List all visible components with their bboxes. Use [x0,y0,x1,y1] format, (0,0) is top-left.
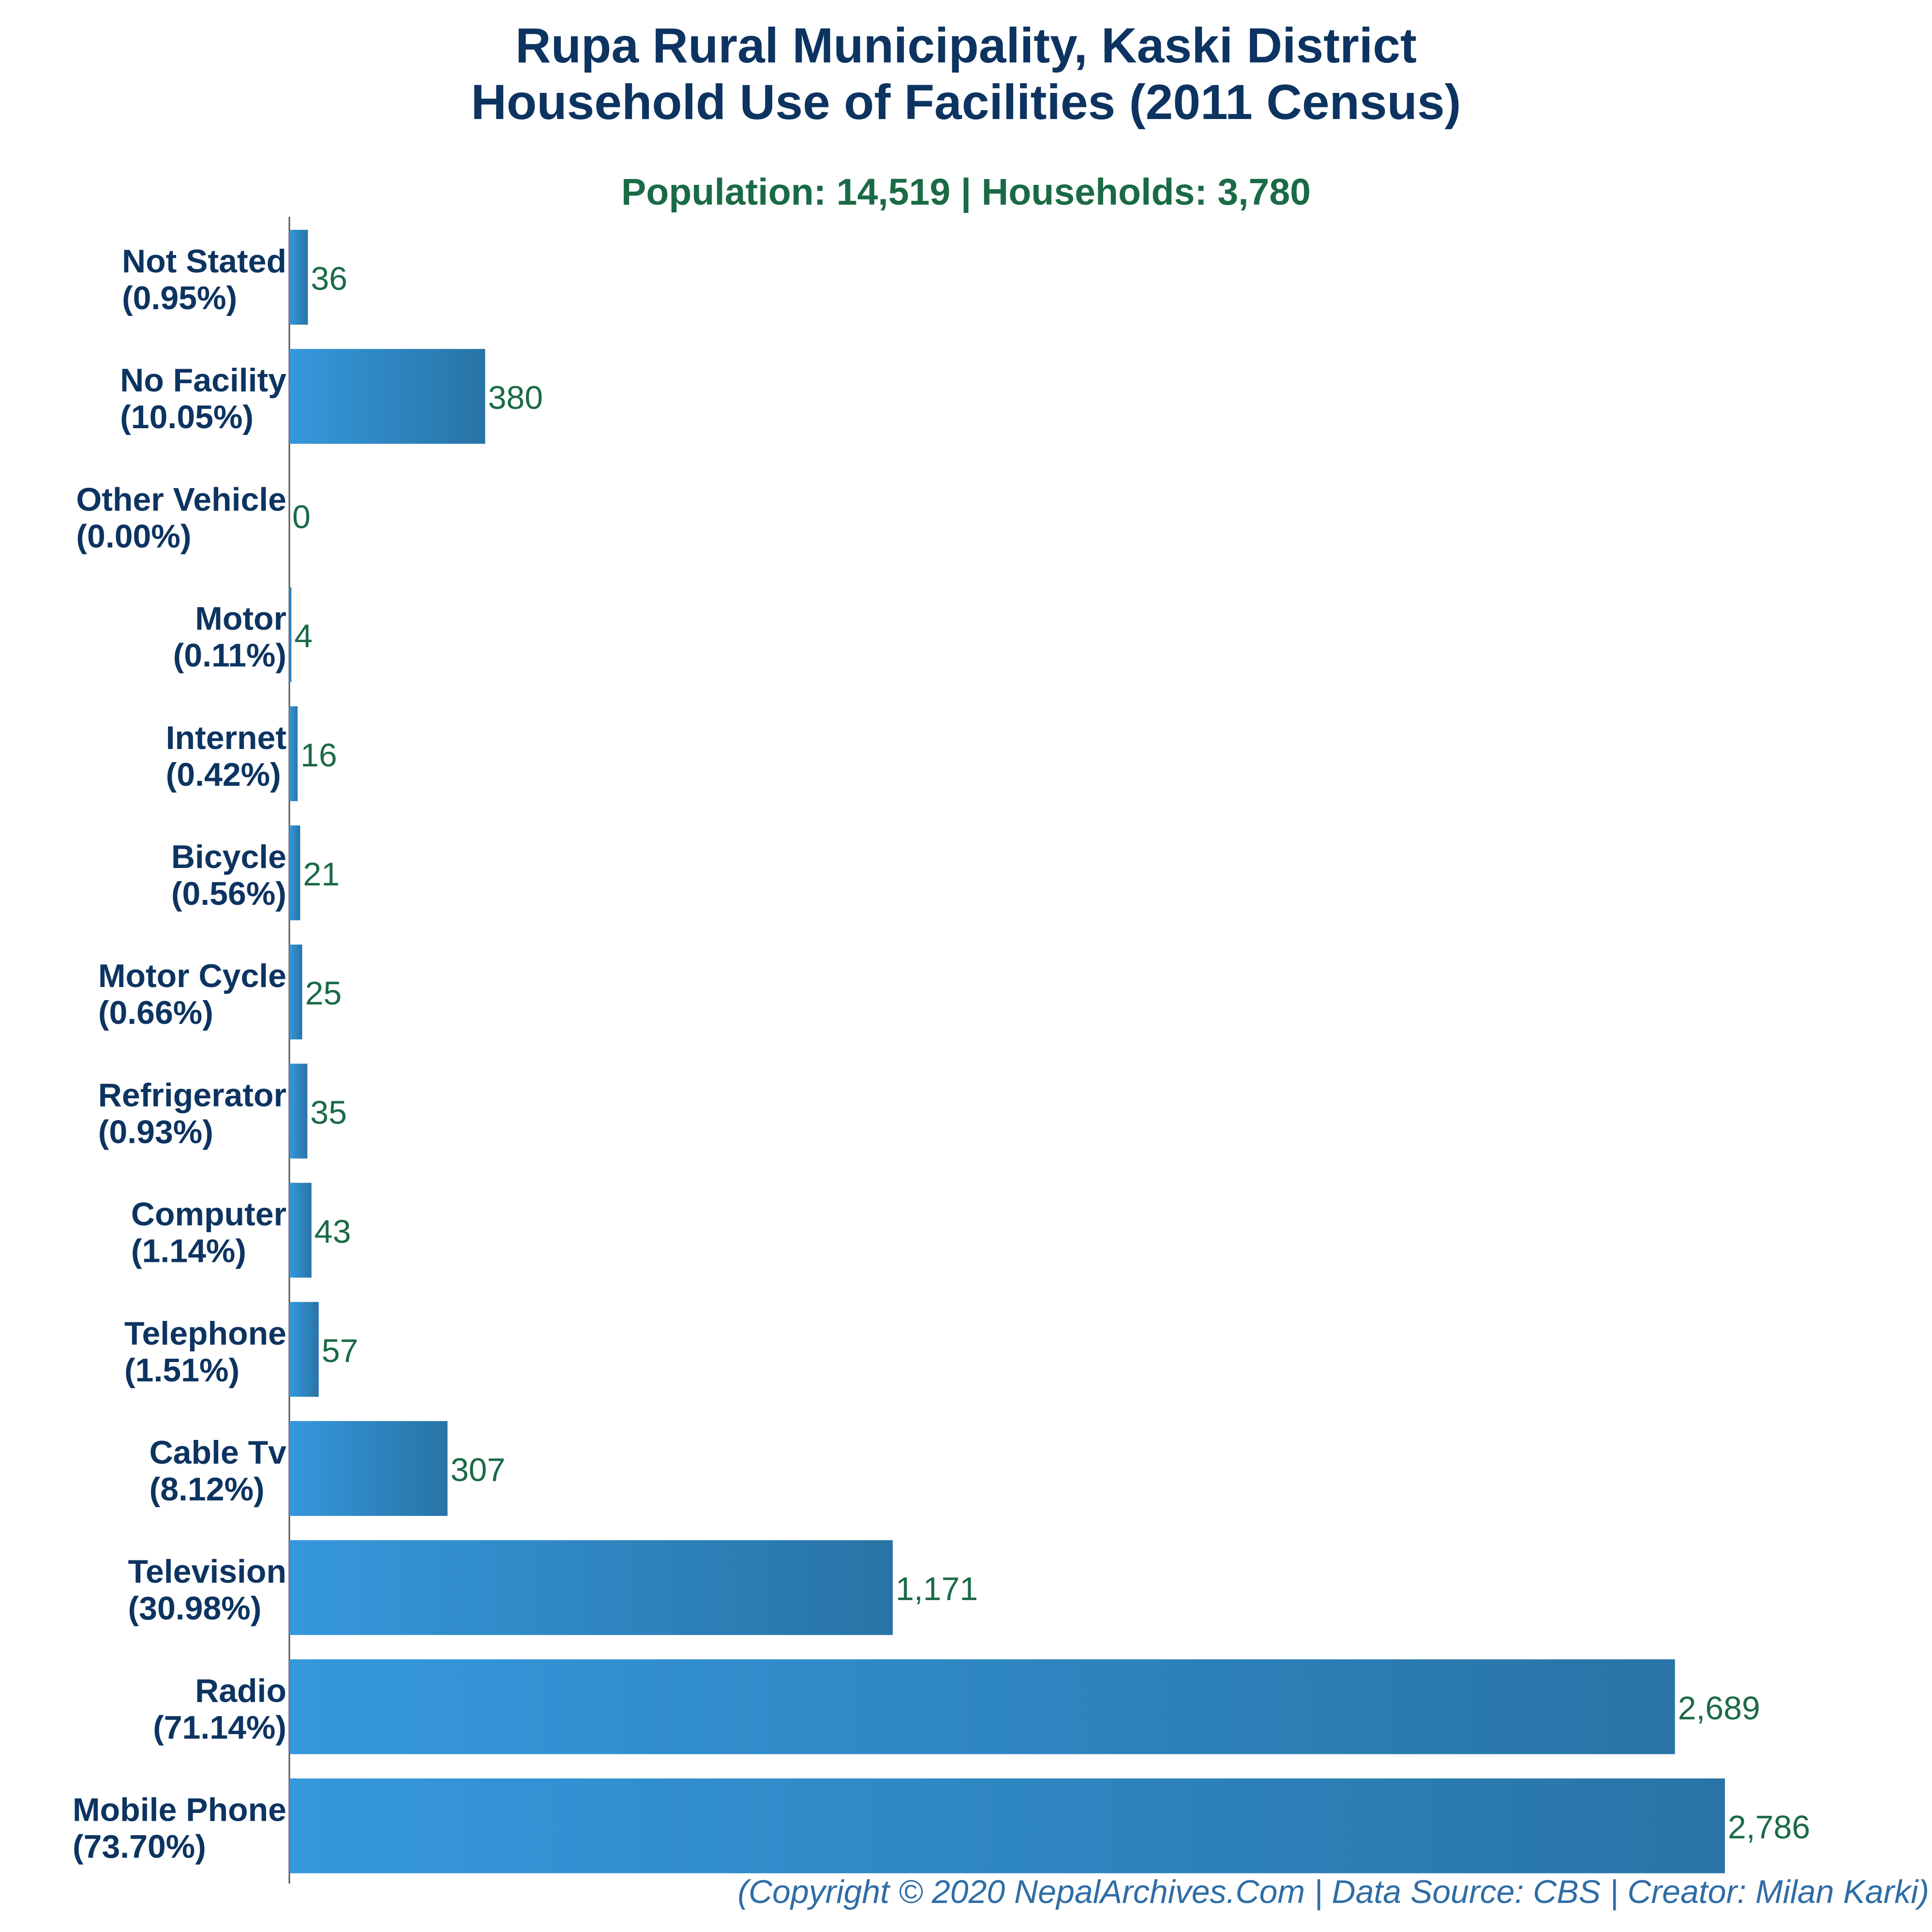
bar-refrigerator [289,1063,308,1159]
bars-layer: 36 Not Stated(0.95%) 380 No Facility(10.05%… [73,230,1810,1873]
category-label-no-facility: No Facility [120,362,286,399]
bar-group-television: 1,171 Television(30.98%) [128,1540,978,1635]
bar-motor [289,587,292,682]
category-label-radio: Radio [195,1672,286,1709]
category-label-cable-tv: Cable Tv [150,1434,287,1471]
bar-mobile-phone [289,1778,1725,1873]
category-label-bicycle: Bicycle [171,839,286,875]
value-label-internet: 16 [300,737,337,774]
bar-group-no-facility: 380 No Facility(10.05%) [120,349,543,444]
value-label-radio: 2,689 [1678,1690,1760,1726]
category-label-motor-cycle: Motor Cycle [98,958,286,994]
bar-group-bicycle: 21 Bicycle(0.56%) [171,825,340,920]
category-label-telephone: Telephone [124,1315,286,1352]
bar-group-motor-cycle: 25 Motor Cycle(0.66%) [98,944,342,1040]
value-label-television: 1,171 [896,1571,978,1607]
bar-not-stated [289,230,308,325]
value-label-telephone: 57 [322,1333,359,1369]
value-label-refrigerator: 35 [310,1094,347,1131]
bar-group-telephone: 57 Telephone(1.51%) [124,1302,358,1397]
percent-label-telephone: (1.51%) [124,1352,240,1389]
value-label-motor: 4 [294,618,313,655]
category-label-computer: Computer [131,1196,286,1233]
bar-cable-tv [289,1421,448,1516]
bar-computer [289,1183,312,1278]
value-label-other-vehicle: 0 [292,498,311,535]
value-label-no-facility: 380 [488,379,543,416]
category-label-motor: Motor [195,600,286,637]
category-label-internet: Internet [166,719,286,756]
bar-group-not-stated: 36 Not Stated(0.95%) [122,230,347,325]
bar-group-radio: 2,689 Radio(71.14%) [153,1659,1760,1754]
percent-label-motor: (0.11%) [173,637,286,674]
bar-group-mobile-phone: 2,786 Mobile Phone(73.70%) [73,1778,1810,1873]
percent-label-television: (30.98%) [128,1590,261,1627]
chart-title: Rupa Rural Municipality, Kaski District [515,18,1417,73]
category-label-refrigerator: Refrigerator [98,1077,286,1113]
bar-telephone [289,1302,319,1397]
category-label-not-stated: Not Stated [122,243,286,280]
percent-label-motor-cycle: (0.66%) [98,994,213,1031]
value-label-mobile-phone: 2,786 [1728,1809,1810,1846]
value-label-cable-tv: 307 [450,1452,505,1488]
chart-title-line-2: Household Use of Facilities (2011 Census… [471,75,1461,130]
percent-label-internet: (0.42%) [166,756,281,793]
category-label-television: Television [128,1553,286,1590]
category-label-other-vehicle: Other Vehicle [76,481,286,518]
value-label-motor-cycle: 25 [305,975,342,1012]
bar-bicycle [289,825,300,920]
percent-label-no-facility: (10.05%) [120,399,254,435]
bar-group-cable-tv: 307 Cable Tv(8.12%) [150,1421,505,1516]
chart-subtitle: Population: 14,519 | Households: 3,780 [621,171,1311,213]
bar-no-facility [289,349,485,444]
percent-label-radio: (71.14%) [153,1709,286,1746]
category-label-mobile-phone: Mobile Phone [73,1792,286,1828]
percent-label-other-vehicle: (0.00%) [76,518,191,554]
percent-label-refrigerator: (0.93%) [98,1113,213,1150]
percent-label-mobile-phone: (73.70%) [73,1828,206,1865]
percent-label-not-stated: (0.95%) [122,280,237,316]
percent-label-cable-tv: (8.12%) [150,1471,265,1508]
bar-television [289,1540,893,1635]
bar-radio [289,1659,1675,1754]
bar-group-computer: 43 Computer(1.14%) [131,1183,351,1278]
bar-motor-cycle [289,944,302,1040]
bar-group-refrigerator: 35 Refrigerator(0.93%) [98,1063,347,1159]
bar-internet [289,706,298,801]
percent-label-bicycle: (0.56%) [171,875,286,912]
bar-group-internet: 16 Internet(0.42%) [166,706,337,801]
percent-label-computer: (1.14%) [131,1233,246,1270]
value-label-not-stated: 36 [311,260,347,297]
value-label-bicycle: 21 [303,856,340,893]
value-label-computer: 43 [315,1213,351,1250]
footer-credit: (Copyright © 2020 NepalArchives.Com | Da… [737,1873,1929,1910]
